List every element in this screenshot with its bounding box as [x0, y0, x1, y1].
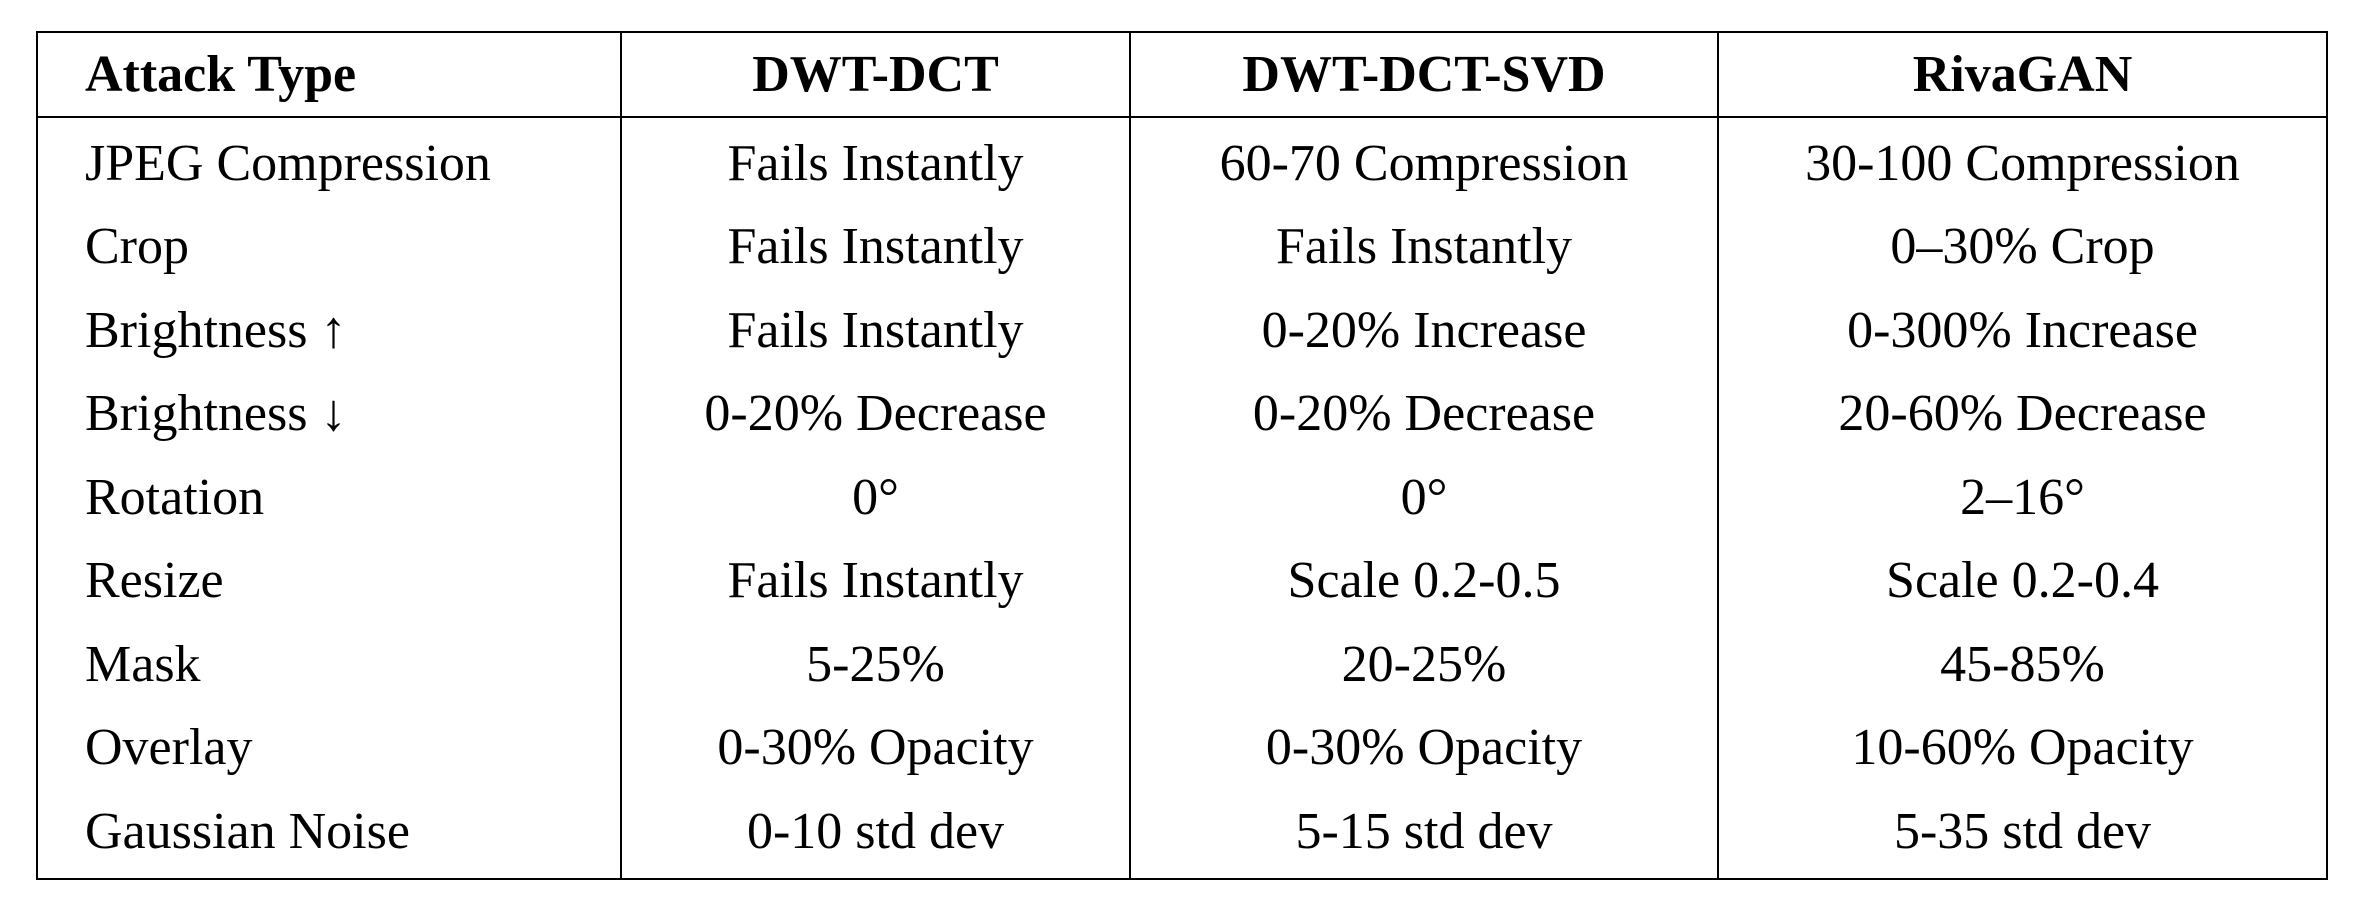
table-row: Mask 5-25% 20-25% 45-85% [37, 623, 2327, 707]
rivagan-cell: 2–16° [1717, 456, 2327, 540]
attack-type-cell: Resize [85, 552, 224, 610]
header-attack-type: Attack Type [37, 32, 621, 118]
dwt-dct-cell: 0-30% Opacity [620, 706, 1130, 790]
dwt-dct-svd-cell: Scale 0.2-0.5 [1129, 539, 1718, 623]
header-dwt-dct: DWT-DCT [620, 32, 1130, 118]
dwt-dct-cell: Fails Instantly [620, 117, 1130, 206]
dwt-dct-cell: 5-25% [620, 623, 1130, 707]
table-row: Gaussian Noise 0-10 std dev 5-15 std dev… [37, 790, 2327, 879]
table-row: Brightness ↑ Fails Instantly 0-20% Incre… [37, 289, 2327, 373]
rivagan-cell: 20-60% Decrease [1717, 372, 2327, 456]
attack-type-cell: Mask [85, 635, 201, 693]
attack-type-cell: Overlay [85, 719, 253, 777]
header-row: Attack Type DWT-DCT DWT-DCT-SVD RivaGAN [37, 32, 2327, 118]
dwt-dct-svd-cell: 0-30% Opacity [1129, 706, 1718, 790]
rivagan-cell: 5-35 std dev [1717, 790, 2327, 879]
table-row: Overlay 0-30% Opacity 0-30% Opacity 10-6… [37, 706, 2327, 790]
dwt-dct-cell: Fails Instantly [620, 539, 1130, 623]
dwt-dct-svd-cell: Fails Instantly [1129, 205, 1718, 289]
dwt-dct-cell: 0° [620, 456, 1130, 540]
attack-type-cell: Crop [85, 218, 189, 276]
table-row: Crop Fails Instantly Fails Instantly 0–3… [37, 205, 2327, 289]
header-rivagan: RivaGAN [1717, 32, 2327, 118]
table-row: Brightness ↓ 0-20% Decrease 0-20% Decrea… [37, 372, 2327, 456]
dwt-dct-cell: 0-20% Decrease [620, 372, 1130, 456]
attack-robustness-table: Attack Type DWT-DCT DWT-DCT-SVD RivaGAN … [36, 31, 2328, 880]
attack-type-cell: Gaussian Noise [85, 802, 410, 860]
attack-type-cell: JPEG Compression [85, 134, 491, 192]
rivagan-cell: 45-85% [1717, 623, 2327, 707]
dwt-dct-svd-cell: 0-20% Decrease [1129, 372, 1718, 456]
dwt-dct-cell: 0-10 std dev [620, 790, 1130, 879]
dwt-dct-svd-cell: 60-70 Compression [1129, 117, 1718, 206]
attack-type-cell: Rotation [85, 468, 265, 526]
table-row: Rotation 0° 0° 2–16° [37, 456, 2327, 540]
rivagan-cell: Scale 0.2-0.4 [1717, 539, 2327, 623]
table-row: Resize Fails Instantly Scale 0.2-0.5 Sca… [37, 539, 2327, 623]
rivagan-cell: 10-60% Opacity [1717, 706, 2327, 790]
table-row: JPEG Compression Fails Instantly 60-70 C… [37, 117, 2327, 206]
dwt-dct-cell: Fails Instantly [620, 205, 1130, 289]
rivagan-cell: 30-100 Compression [1717, 117, 2327, 206]
dwt-dct-svd-cell: 0-20% Increase [1129, 289, 1718, 373]
dwt-dct-cell: Fails Instantly [620, 289, 1130, 373]
dwt-dct-svd-cell: 0° [1129, 456, 1718, 540]
header-dwt-dct-svd: DWT-DCT-SVD [1129, 32, 1718, 118]
dwt-dct-svd-cell: 5-15 std dev [1129, 790, 1718, 879]
attack-type-cell: Brightness ↓ [85, 385, 347, 443]
rivagan-cell: 0-300% Increase [1717, 289, 2327, 373]
dwt-dct-svd-cell: 20-25% [1129, 623, 1718, 707]
rivagan-cell: 0–30% Crop [1717, 205, 2327, 289]
attack-type-cell: Brightness ↑ [85, 301, 347, 359]
